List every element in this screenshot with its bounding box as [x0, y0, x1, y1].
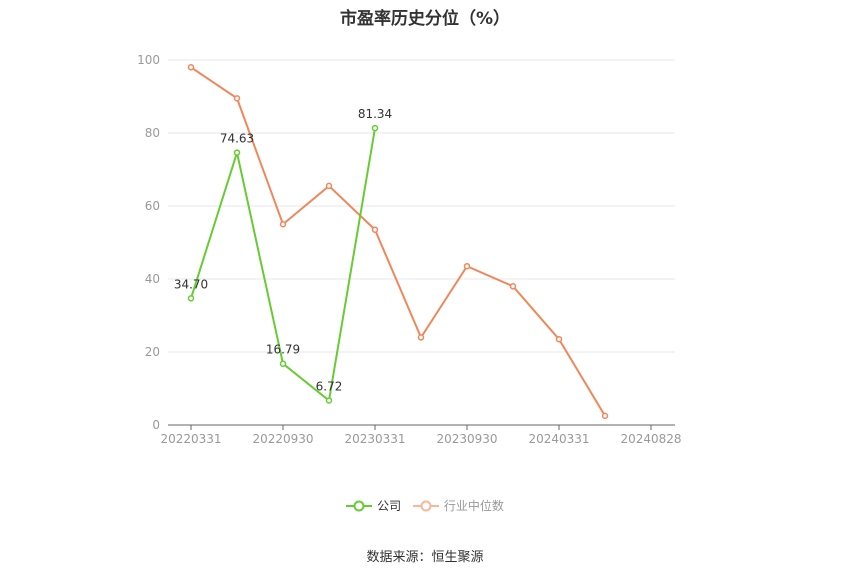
- data-point-0: [279, 360, 287, 367]
- data-point-1: [325, 182, 333, 190]
- x-tick-label: 20240331: [528, 432, 589, 446]
- grid-lines: [168, 59, 675, 353]
- x-tick-label: 20240828: [620, 432, 681, 446]
- x-tick-label: 20230930: [436, 432, 497, 446]
- data-point-0: [233, 149, 241, 156]
- data-point-1: [463, 262, 471, 270]
- data-point-1: [233, 95, 241, 102]
- source-note: 数据来源：恒生聚源: [366, 550, 484, 565]
- legend-item-industry-median[interactable]: 行业中位数: [412, 497, 504, 514]
- data-point-0: [325, 397, 333, 404]
- series-line-1: [190, 66, 606, 417]
- data-point-1: [371, 226, 379, 233]
- y-tick-label: 60: [145, 199, 160, 213]
- x-tick-label: 20220331: [160, 432, 221, 446]
- legend-item-company[interactable]: 公司: [346, 497, 401, 514]
- legend-industry-median-label: 行业中位数: [443, 499, 504, 513]
- data-point-1: [187, 64, 195, 71]
- chart-title: 市盈率历史分位（%）: [339, 9, 511, 29]
- data-point-1: [601, 412, 609, 420]
- data-label: 81.34: [358, 107, 392, 121]
- legend-company-label: 公司: [377, 499, 402, 513]
- data-point-0: [187, 295, 195, 302]
- legend: 公司 行业中位数: [0, 497, 850, 515]
- data-label: 16.79: [266, 343, 300, 357]
- y-tick-label: 40: [145, 272, 160, 286]
- data-point-1: [279, 221, 287, 228]
- data-label: 6.72: [316, 379, 343, 393]
- y-tick-label: 20: [145, 345, 160, 359]
- data-labels: 34.70 74.63 16.79 6.72 81.34: [174, 107, 392, 393]
- data-point-1: [555, 335, 563, 343]
- x-tick-label: 20230331: [344, 432, 405, 446]
- axes: 0 20 40 60 80 100 20220331 20220930 20230331 2023…: [137, 53, 681, 446]
- legend-company-icon: [346, 500, 373, 511]
- data-label: 74.63: [220, 132, 254, 146]
- x-tick-label: 20220930: [252, 432, 313, 446]
- data-point-0: [371, 124, 379, 132]
- series-lines: [187, 64, 609, 420]
- series-line-0: [190, 127, 376, 403]
- y-tick-label: 80: [145, 126, 160, 140]
- legend-industry-median-icon: [412, 500, 439, 511]
- data-point-1: [417, 334, 425, 341]
- y-tick-label: 100: [137, 53, 160, 67]
- data-point-1: [509, 283, 517, 290]
- y-tick-label: 0: [152, 418, 160, 432]
- data-label: 34.70: [174, 277, 208, 291]
